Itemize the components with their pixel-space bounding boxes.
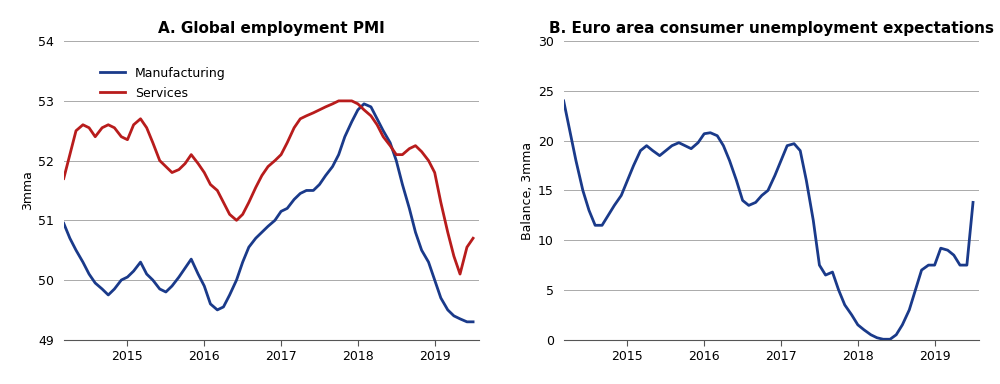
- Title: B. Euro area consumer unemployment expectations: B. Euro area consumer unemployment expec…: [549, 21, 994, 36]
- Manufacturing: [461, 319, 473, 324]
- Manufacturing: [154, 287, 166, 291]
- Manufacturing: [179, 266, 191, 270]
- Manufacturing: [231, 278, 243, 282]
- Line: Services: Services: [64, 101, 473, 274]
- Services: [269, 158, 281, 163]
- Title: A. Global employment PMI: A. Global employment PMI: [158, 21, 385, 36]
- Services: [154, 158, 166, 163]
- Manufacturing: [467, 319, 479, 324]
- Legend: Manufacturing, Services: Manufacturing, Services: [95, 62, 231, 104]
- Y-axis label: 3mma: 3mma: [21, 170, 34, 210]
- Manufacturing: [269, 218, 281, 223]
- Manufacturing: [448, 314, 460, 318]
- Manufacturing: [358, 101, 370, 106]
- Services: [467, 236, 479, 240]
- Manufacturing: [416, 248, 428, 252]
- Services: [454, 272, 466, 276]
- Services: [448, 254, 460, 258]
- Line: Manufacturing: Manufacturing: [64, 104, 473, 322]
- Manufacturing: [58, 221, 70, 226]
- Services: [333, 99, 345, 103]
- Y-axis label: Balance, 3mma: Balance, 3mma: [521, 141, 534, 240]
- Services: [58, 176, 70, 181]
- Services: [179, 161, 191, 166]
- Services: [231, 218, 243, 223]
- Services: [416, 149, 428, 154]
